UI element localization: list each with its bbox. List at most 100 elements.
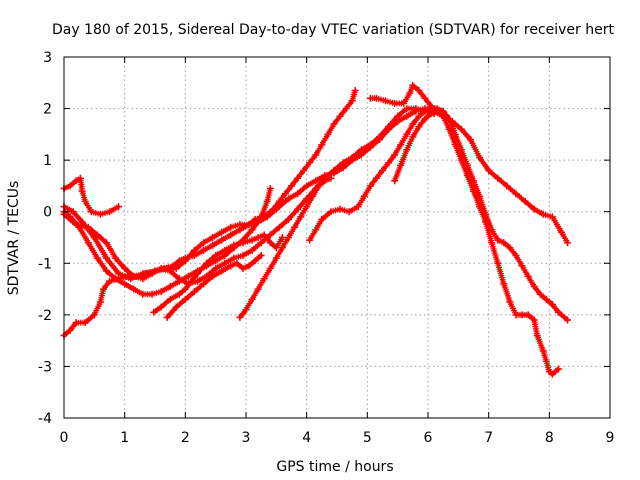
y-tick-label: -3 [38,359,52,375]
data-point [336,112,344,120]
data-point [421,115,429,123]
data-point [554,308,562,316]
data-point [239,252,247,259]
data-point [548,213,556,221]
data-point [148,290,156,298]
x-tick-label: 1 [120,430,129,446]
data-point [554,365,562,373]
data-point [269,205,277,213]
data-point [391,151,399,159]
data-point [263,197,271,205]
data-point [175,290,183,298]
data-point [530,205,538,213]
data-point [194,277,201,285]
data-point [157,303,165,311]
series-layer [60,81,571,378]
series-markers [61,105,438,287]
data-point [524,311,532,319]
data-point [318,141,326,149]
data-point [500,280,508,288]
data-point [251,215,259,223]
data-point [397,141,405,149]
data-point [212,252,220,259]
data-point [115,203,123,211]
data-point [257,239,265,247]
data-point [203,259,211,267]
data-point [530,283,538,290]
data-point [421,107,429,115]
data-point [87,208,95,216]
data-point [169,262,177,270]
data-point [239,239,247,247]
grid [64,57,610,418]
data-point [409,120,417,128]
data-point [415,123,423,131]
data-point [160,264,168,272]
data-point [439,112,447,120]
series-arc-7 [163,252,265,321]
series-arc-11 [391,107,441,185]
data-point [412,105,420,113]
data-point [96,298,104,306]
data-point [476,192,484,200]
data-point [121,264,129,272]
data-point [342,105,350,113]
data-point [272,254,280,262]
data-point [166,267,174,275]
data-point [209,272,217,280]
data-point [175,257,183,265]
data-point [467,136,474,143]
data-point [409,81,417,89]
data-point [366,94,374,102]
data-point [84,239,92,247]
data-point [78,187,86,195]
data-point [303,182,311,190]
data-point [366,141,374,149]
data-point [106,277,113,285]
data-point [257,252,265,259]
data-point [391,99,399,107]
data-point [494,259,502,267]
data-point [266,239,274,247]
series-arc-9 [306,105,571,324]
data-point [157,288,165,296]
data-point [75,223,83,231]
data-point [248,295,256,303]
data-point [482,218,490,226]
data-point [451,141,459,149]
data-point [542,295,550,303]
data-point [194,270,201,278]
data-point [248,246,256,254]
data-point [427,102,435,110]
data-point [306,236,314,244]
data-point [533,332,541,339]
data-point [242,306,250,314]
data-point [103,267,110,275]
data-point [285,215,292,223]
data-point [300,167,308,174]
data-point [218,236,226,244]
y-tick-label: 1 [43,153,52,169]
y-tick-label: 0 [43,205,52,221]
y-tick-label: -1 [38,256,52,272]
y-tick-label: 2 [43,102,52,118]
data-point [236,313,244,321]
series-markers [61,185,274,298]
data-point [530,316,538,324]
data-point [90,311,98,319]
data-point [209,234,217,241]
y-axis-label: SDTVAR / TECUs [6,181,22,296]
series-arc-4 [60,185,274,298]
labels: Day 180 of 2015, Sidereal Day-to-day VTE… [6,22,614,475]
data-point [227,231,235,239]
data-point [288,182,295,190]
data-point [93,254,101,262]
data-point [312,177,320,185]
data-point [539,210,547,218]
data-point [524,272,532,280]
data-point [72,177,80,185]
data-point [294,205,302,213]
x-tick-label: 5 [363,430,372,446]
data-point [230,241,238,249]
